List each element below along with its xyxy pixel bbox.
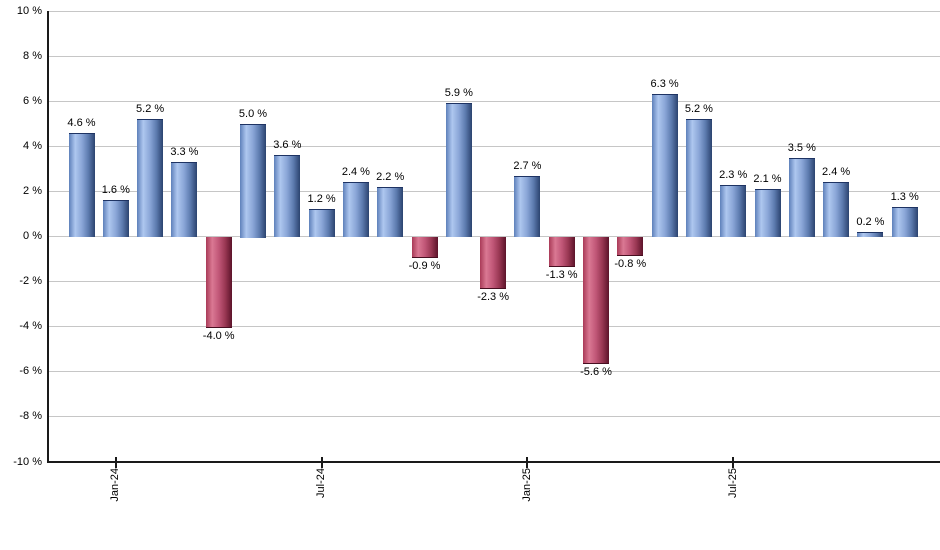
x-axis-line: [47, 461, 940, 463]
bar: [205, 236, 232, 328]
bar-value-label: 5.2 %: [136, 103, 165, 116]
bar-value-label: 2.4 %: [822, 166, 851, 179]
gridline: [48, 145, 940, 147]
y-axis-tick-label: 8 %: [23, 49, 42, 62]
bar: [308, 209, 335, 238]
bar-value-label: 3.6 %: [273, 139, 302, 152]
bar-value-label: 3.5 %: [787, 141, 816, 154]
bar-value-label: 3.3 %: [170, 146, 199, 159]
x-axis-tick: [732, 457, 735, 468]
gridline: [48, 100, 940, 102]
x-axis-tick-label: Jul-25: [726, 468, 739, 498]
gridline: [48, 326, 940, 328]
bar-value-label: -2.3 %: [477, 291, 509, 304]
bar-value-label: -4.0 %: [202, 329, 235, 342]
bar: [240, 123, 266, 238]
bar: [548, 236, 575, 267]
gridline: [48, 416, 940, 418]
x-axis-tick: [114, 457, 117, 468]
bar-value-label: 5.0 %: [238, 107, 268, 120]
bar: [102, 200, 129, 238]
y-axis-tick-label: 2 %: [23, 184, 42, 197]
y-axis-tick-label: 6 %: [23, 94, 42, 107]
x-axis-tick: [320, 457, 323, 468]
bar-value-label: 1.2 %: [307, 193, 336, 206]
bar-value-label: 2.3 %: [719, 168, 748, 181]
bar-value-label: 2.4 %: [341, 166, 370, 179]
y-axis-tick-label: -10 %: [13, 455, 42, 468]
bar-value-label: -5.6 %: [580, 365, 612, 378]
x-axis-tick: [526, 457, 529, 468]
bar: [685, 119, 712, 238]
bar-value-label: 5.2 %: [684, 103, 713, 116]
y-axis-tick-label: 4 %: [23, 139, 42, 152]
bar: [171, 162, 198, 238]
bar: [411, 236, 438, 258]
bar: [754, 189, 781, 238]
bar-value-label: -1.3 %: [545, 268, 578, 281]
y-axis-tick-label: -4 %: [19, 320, 42, 333]
bar: [891, 207, 918, 238]
bar-value-label: -0.9 %: [408, 259, 441, 272]
bar: [445, 103, 472, 238]
bar-value-label: 2.7 %: [513, 159, 542, 172]
bar-value-label: 5.9 %: [444, 87, 473, 100]
x-axis-tick-label: Jan-25: [520, 468, 533, 502]
bar-value-label: -0.8 %: [614, 257, 647, 270]
y-axis-tick-label: -6 %: [19, 365, 42, 378]
bar-value-label: 2.2 %: [376, 170, 405, 183]
bar-value-label: 1.3 %: [890, 191, 919, 204]
bar: [274, 155, 301, 238]
bar-value-label: 6.3 %: [650, 78, 679, 91]
bar: [617, 236, 644, 256]
bar-value-label: 1.6 %: [101, 184, 130, 197]
y-axis-tick-label: 0 %: [23, 230, 42, 242]
x-axis-tick-label: Jan-24: [109, 468, 122, 502]
bar: [857, 231, 884, 238]
bar: [342, 182, 369, 238]
bar-value-label: 4.6 %: [67, 116, 96, 129]
bar: [377, 186, 404, 238]
y-axis-line: [47, 11, 49, 463]
bar: [480, 236, 507, 290]
bar: [651, 94, 678, 238]
bar: [720, 184, 747, 238]
bar: [68, 132, 95, 238]
bar: [514, 175, 541, 238]
bar: [788, 157, 815, 238]
bar-value-label: 2.1 %: [753, 173, 782, 186]
x-axis-tick-label: Jul-24: [315, 468, 328, 498]
bar: [583, 236, 609, 364]
y-axis-tick-label: -8 %: [19, 410, 42, 423]
gridline: [48, 371, 940, 373]
bar-value-label: 0.2 %: [856, 215, 885, 228]
y-axis-tick-label: 10 %: [16, 4, 42, 17]
y-axis-tick-label: -2 %: [19, 275, 42, 288]
bar: [823, 182, 850, 238]
gridline: [48, 190, 940, 192]
gridline: [48, 55, 940, 57]
gridline: [48, 10, 940, 12]
bar: [137, 119, 164, 238]
